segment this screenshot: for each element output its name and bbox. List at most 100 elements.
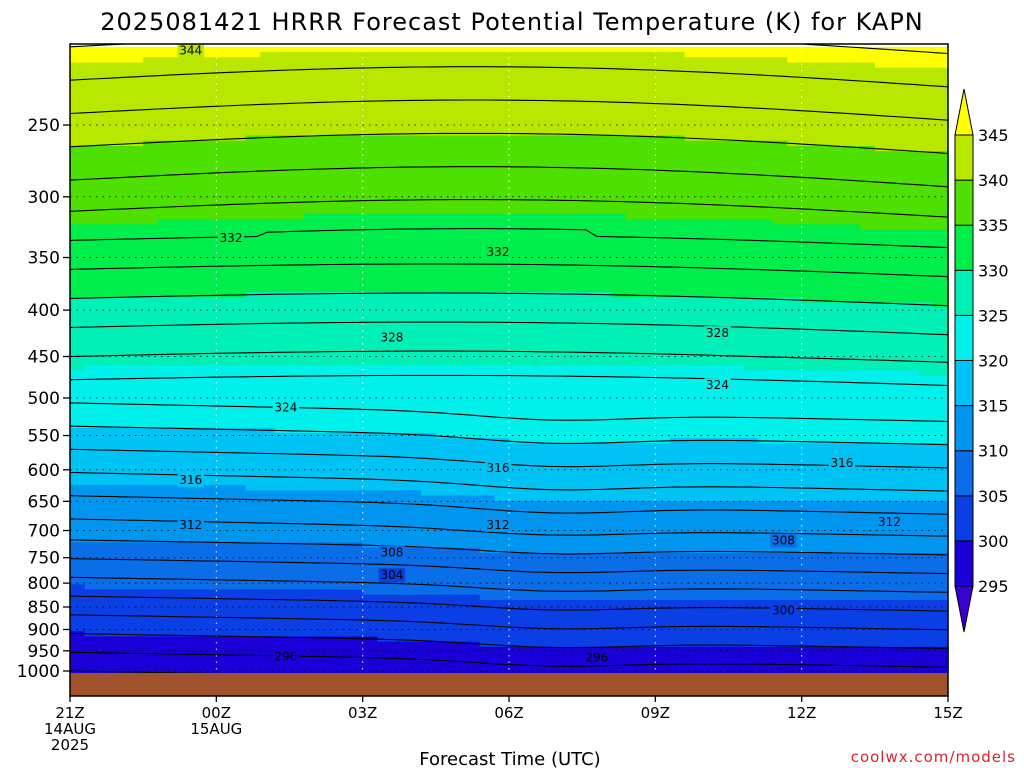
- y-tick-label: 750: [28, 549, 60, 569]
- contour-312: [69, 518, 949, 537]
- contour-314: [69, 495, 949, 515]
- contour-label: 324: [704, 378, 731, 393]
- contour-label: 316: [484, 460, 512, 475]
- contour-label: 296: [583, 650, 611, 665]
- colorbar-label: 300: [978, 532, 1009, 551]
- contour-label: 344: [177, 43, 204, 58]
- contour-310: [69, 539, 949, 556]
- colorbar: 295 300 305 310 315 320 325 330 335 340 345: [954, 88, 1009, 633]
- contour-label: 328: [378, 330, 406, 345]
- contour-label: 308: [770, 533, 797, 548]
- contour-label: 316: [177, 473, 204, 488]
- colorbar-arrow-high: [954, 88, 974, 136]
- x-tick-label: 2025: [51, 736, 89, 754]
- colorbar-label: 315: [978, 397, 1009, 416]
- colorbar-label: 330: [978, 261, 1009, 280]
- contour-338: [69, 166, 949, 188]
- contour-322: [69, 402, 949, 423]
- contour-332: [69, 263, 949, 278]
- contour-lines: [69, 43, 949, 676]
- y-tick-label: 300: [28, 188, 60, 208]
- contour-316: [69, 471, 949, 492]
- colorbar-label: 340: [978, 171, 1009, 190]
- contour-320: [69, 425, 949, 446]
- contour-label: 332: [484, 244, 512, 259]
- credit-text: coolwx.com/models: [851, 748, 1016, 766]
- y-tick-label: 600: [28, 461, 60, 481]
- contour-label: 316: [828, 456, 856, 471]
- colorbar-label: 305: [978, 487, 1009, 506]
- y-tick-label: 900: [28, 621, 60, 641]
- contour-344: [69, 66, 949, 88]
- x-tick-label: 09Z: [641, 704, 670, 722]
- contour-336: [69, 199, 949, 218]
- colorbar-label: 320: [978, 352, 1009, 371]
- y-tick-label: 450: [28, 348, 60, 368]
- contour-298: [69, 651, 949, 668]
- y-tick-label: 400: [28, 301, 60, 321]
- y-tick-label: 250: [28, 116, 60, 136]
- colorbar-label: 295: [978, 577, 1009, 596]
- colorbar-label: 345: [978, 126, 1009, 145]
- contour-label: 312: [484, 517, 512, 532]
- x-axis-label: Forecast Time (UTC): [419, 749, 600, 768]
- y-tick-label: 1000: [17, 662, 60, 682]
- colorbar-swatch: [954, 495, 974, 542]
- colorbar-swatch: [954, 134, 974, 181]
- colorbar-swatch: [954, 540, 974, 587]
- colorbar-swatch: [954, 405, 974, 452]
- contour-306: [69, 576, 949, 593]
- x-tick-label: 03Z: [348, 704, 377, 722]
- contour-label: 300: [770, 603, 797, 618]
- contour-342: [69, 99, 949, 121]
- colorbar-swatch: [954, 269, 974, 316]
- x-tick-label: 15AUG: [190, 720, 242, 738]
- y-tick-label: 500: [28, 389, 60, 409]
- x-tick-label: 15Z: [933, 704, 962, 722]
- y-tick-label: 350: [28, 249, 60, 269]
- y-tick-label: 800: [28, 574, 60, 594]
- contour-334: [69, 228, 949, 249]
- y-axis: 250 300 350 400 450 500 550 600 650 700 750 800 850 9…: [17, 116, 70, 682]
- contour-330: [69, 292, 949, 307]
- contour-label: 304: [378, 568, 406, 583]
- colorbar-swatch: [954, 360, 974, 407]
- colorbar-swatch: [954, 450, 974, 497]
- x-tick-label: 06Z: [494, 704, 523, 722]
- contour-326: [69, 350, 949, 363]
- chart-title: 2025081421 HRRR Forecast Potential Tempe…: [100, 8, 924, 36]
- y-tick-label: 550: [28, 427, 60, 447]
- contour-324: [69, 374, 949, 387]
- x-tick-label: 21Z: [55, 704, 84, 722]
- contour-label: 312: [177, 517, 204, 532]
- contour-label: 296: [272, 649, 300, 664]
- contour-label: 308: [378, 545, 406, 560]
- x-tick-label: 12Z: [787, 704, 816, 722]
- colorbar-arrow-low: [954, 585, 974, 633]
- colorbar-swatch: [954, 224, 974, 271]
- y-tick-label: 850: [28, 598, 60, 618]
- y-tick-label: 700: [28, 522, 60, 542]
- contour-308: [69, 558, 949, 575]
- y-tick-label: 650: [28, 492, 60, 512]
- contour-label: 324: [272, 400, 300, 415]
- contour-304: [69, 595, 949, 612]
- contour-328: [69, 321, 949, 336]
- contour-300: [69, 632, 949, 650]
- colorbar-label: 310: [978, 442, 1009, 461]
- colorbar-label: 325: [978, 306, 1009, 325]
- contour-label: 312: [876, 515, 903, 529]
- contour-302: [69, 614, 949, 631]
- colorbar-swatch: [954, 314, 974, 361]
- colorbar-label: 335: [978, 216, 1009, 235]
- contour-340: [69, 132, 949, 155]
- ground-layer: [70, 673, 948, 696]
- x-tick-label: 14AUG: [44, 720, 96, 738]
- colorbar-swatch: [954, 179, 974, 226]
- y-tick-label: 950: [28, 642, 60, 662]
- contour-labels: 344 332 332 328 328 324 324 316 316 316 312 312 312 3…: [177, 43, 903, 665]
- contour-label: 328: [704, 326, 731, 341]
- contour-label: 332: [217, 230, 245, 245]
- grid-lines: [70, 44, 948, 696]
